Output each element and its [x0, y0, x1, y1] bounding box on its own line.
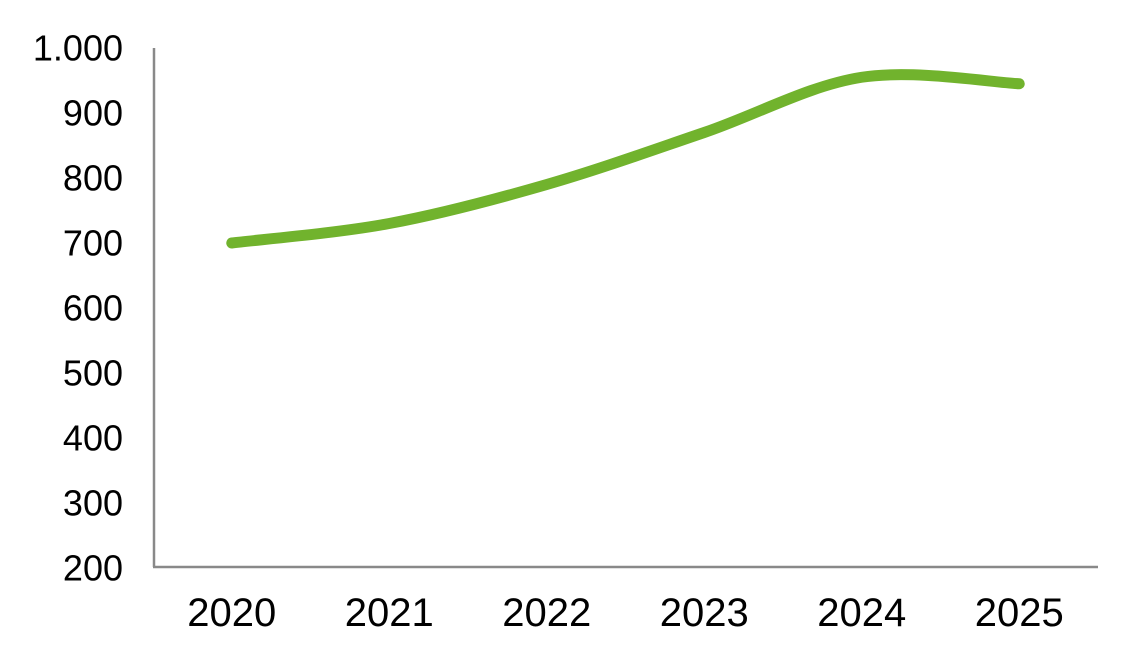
y-tick-label: 900	[63, 93, 123, 134]
y-tick-label: 300	[63, 483, 123, 524]
x-tick-label: 2023	[660, 591, 749, 635]
x-tick-label: 2022	[502, 591, 591, 635]
y-tick-label: 200	[63, 548, 123, 589]
axis-lines	[152, 48, 1098, 569]
y-tick-label: 600	[63, 288, 123, 329]
y-tick-label: 700	[63, 223, 123, 264]
y-tick-label: 400	[63, 418, 123, 459]
x-tick-label: 2021	[345, 591, 434, 635]
x-tick-label: 2024	[817, 591, 906, 635]
y-tick-label: 500	[63, 353, 123, 394]
series-lines	[226, 69, 1025, 249]
y-tick-label: 1.000	[33, 28, 123, 69]
y-axis-tick-labels: 1.000 900 800 700 600 500 400 300 200	[33, 28, 123, 589]
x-tick-label: 2020	[187, 591, 276, 635]
x-tick-label: 2025	[975, 591, 1064, 635]
data-line	[226, 69, 1025, 249]
axes	[152, 48, 1098, 569]
x-axis-tick-labels: 2020 2021 2022 2023 2024 2025	[187, 591, 1063, 635]
y-tick-label: 800	[63, 158, 123, 199]
